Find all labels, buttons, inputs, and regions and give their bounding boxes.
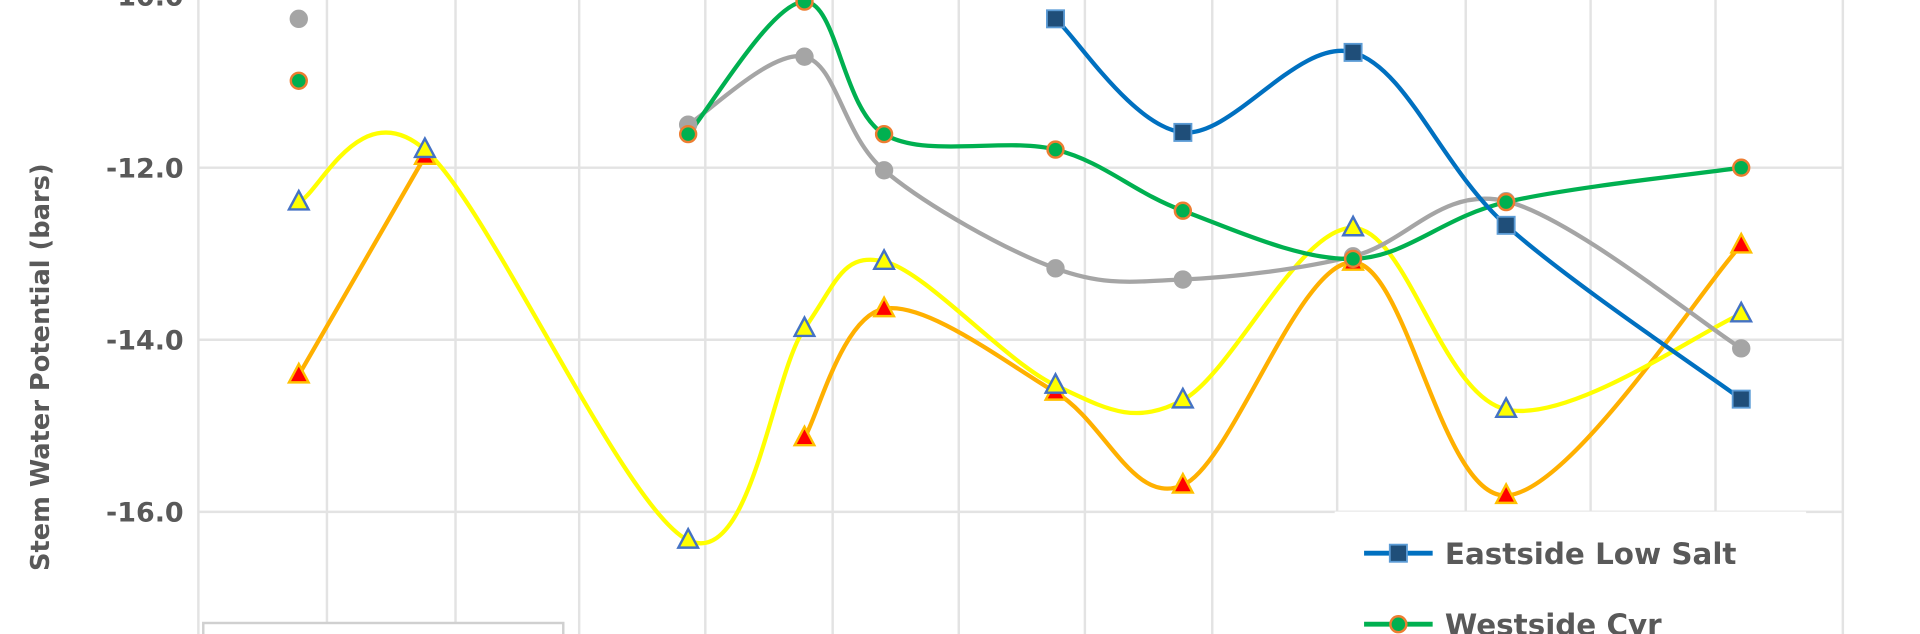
- data-point: [1046, 9, 1065, 29]
- series-lines: [296, 0, 1743, 546]
- series-line: [297, 130, 1743, 546]
- data-point: [1343, 249, 1363, 269]
- data-point: [872, 295, 896, 318]
- data-point: [289, 9, 308, 29]
- data-point: [1496, 215, 1516, 235]
- data-point: [1496, 192, 1516, 212]
- data-point: [792, 424, 817, 447]
- lower-left-legend-box: [202, 621, 565, 634]
- y-axis-label: Stem Water Potential (bars): [26, 163, 56, 571]
- data-point: [1494, 481, 1518, 505]
- y-tick-label: -16.0: [106, 498, 184, 529]
- data-point: [872, 247, 896, 271]
- data-point: [286, 361, 311, 384]
- data-point: [1171, 471, 1195, 494]
- data-point: [1046, 259, 1065, 278]
- data-point: [1731, 389, 1751, 409]
- data-point: [1341, 214, 1365, 237]
- y-axis-ticks: -10.0 -12.0 -14.0 -16.0: [106, 0, 184, 529]
- data-point: [676, 526, 700, 549]
- data-point: [1173, 122, 1193, 142]
- legend-marker: [1389, 615, 1408, 634]
- data-point: [413, 135, 437, 159]
- data-point: [1046, 140, 1065, 159]
- data-point: [1732, 339, 1751, 358]
- legend-box: [1334, 511, 1807, 634]
- legend-label: Westside Cvr: [1445, 608, 1662, 634]
- data-point: [874, 124, 894, 144]
- data-point: [1732, 158, 1751, 177]
- legend: Eastside Low Salt Westside Cvr: [1334, 511, 1807, 634]
- series-line: [296, 155, 427, 377]
- data-point: [289, 71, 308, 90]
- data-point: [1173, 201, 1193, 220]
- series-line: [686, 0, 1742, 262]
- legend-marker: [1388, 543, 1408, 563]
- y-tick-label: -10.0: [106, 0, 184, 12]
- data-point: [286, 188, 311, 211]
- data-point: [1043, 371, 1068, 394]
- data-point: [874, 161, 894, 180]
- data-point: [1494, 395, 1518, 419]
- data-point: [795, 0, 814, 11]
- data-point: [1729, 231, 1754, 254]
- data-point: [792, 314, 817, 338]
- data-point: [1729, 300, 1754, 323]
- data-point: [795, 47, 814, 66]
- data-point: [1343, 42, 1363, 62]
- data-point: [1171, 386, 1195, 409]
- y-tick-label: -12.0: [106, 153, 184, 184]
- series-line: [802, 243, 1743, 498]
- series-line: [687, 54, 1743, 351]
- y-tick-label: -14.0: [106, 326, 184, 357]
- data-point: [678, 124, 698, 144]
- series-line: [1054, 17, 1743, 401]
- series-markers: [286, 0, 1754, 549]
- data-point: [1173, 270, 1193, 289]
- legend-label: Eastside Low Salt: [1445, 537, 1737, 571]
